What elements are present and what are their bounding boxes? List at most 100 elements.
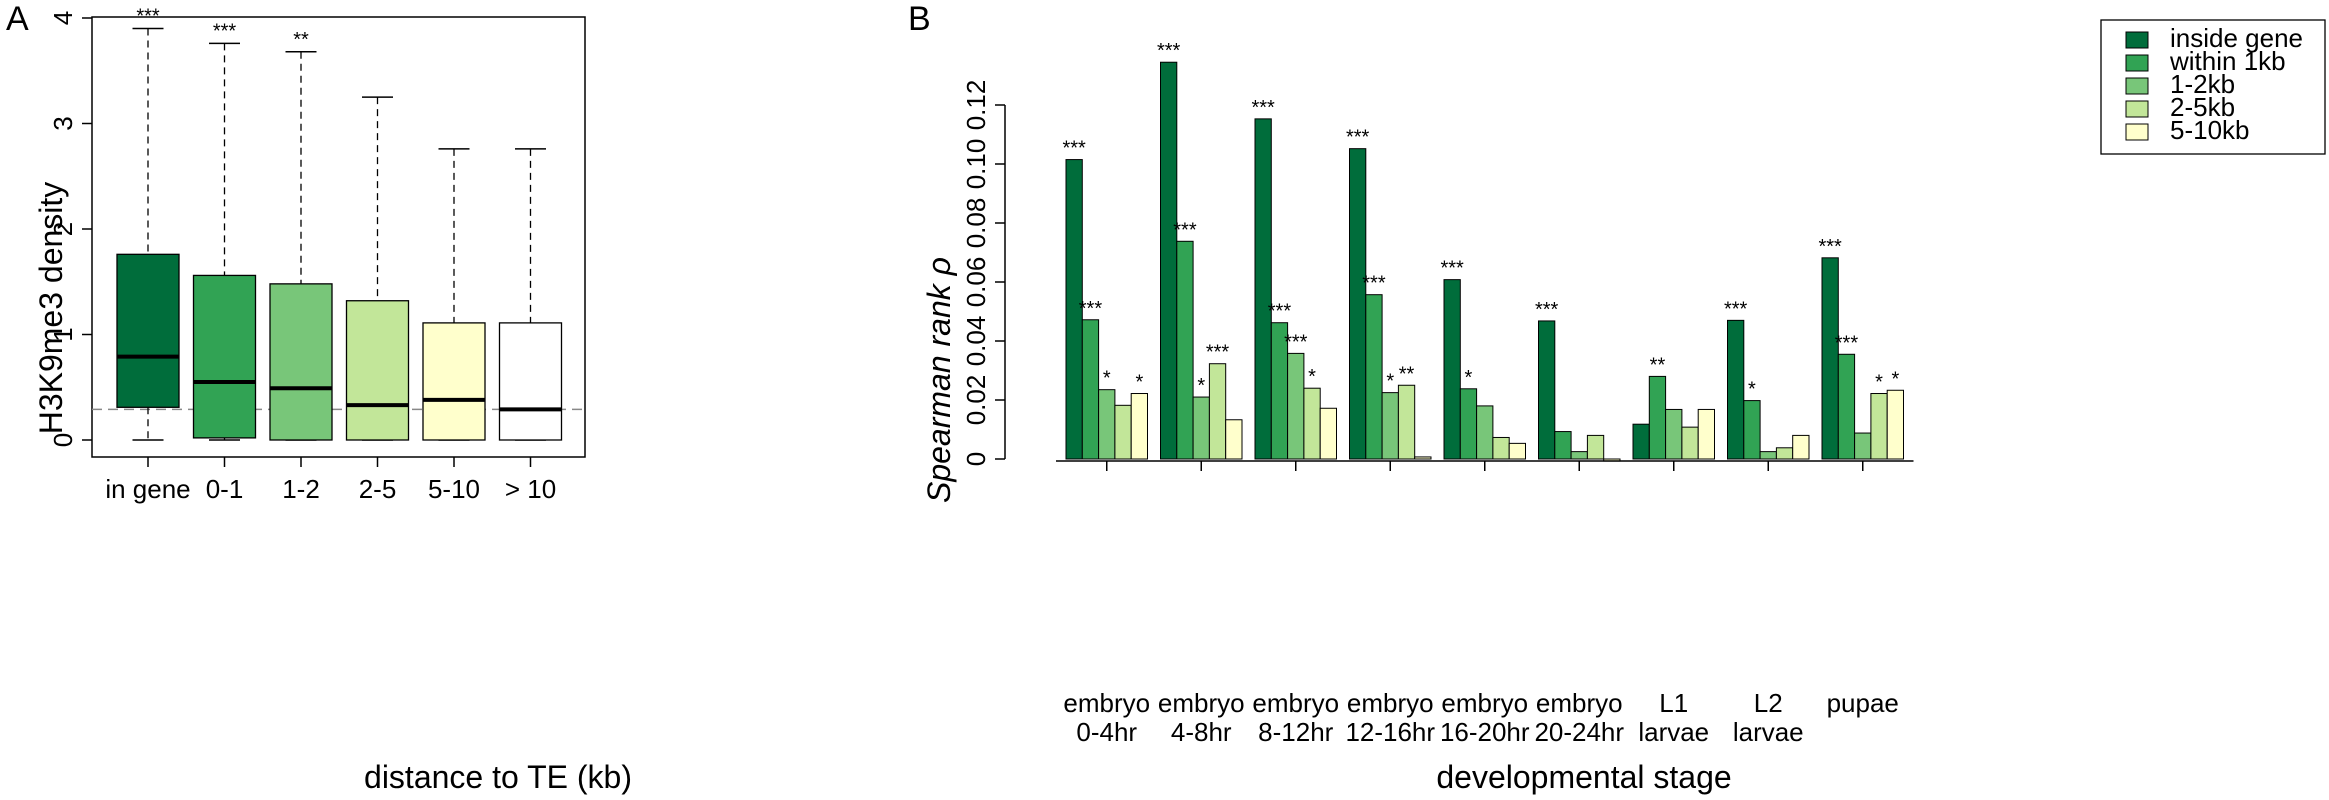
x-tick-label: in gene <box>105 474 190 504</box>
bar <box>1476 405 1494 460</box>
significance-label: * <box>1875 372 1883 394</box>
significance-label: *** <box>213 20 237 42</box>
y-tick-label: 0.10 <box>961 139 991 190</box>
significance-label: * <box>1103 368 1111 390</box>
significance-label: *** <box>1818 236 1842 258</box>
bar <box>1886 389 1904 460</box>
bar <box>1130 393 1148 460</box>
y-tick-label: 0.04 <box>961 316 991 367</box>
panel-a-ylabel: H3K9me3 density <box>33 182 69 435</box>
bar <box>1854 432 1872 460</box>
significance-label: *** <box>1062 138 1086 160</box>
x-tick-label: embryo <box>1158 688 1245 718</box>
x-tick-label: 8-12hr <box>1258 717 1333 747</box>
bar <box>1821 257 1839 460</box>
y-tick-label: 0.02 <box>961 375 991 426</box>
bar <box>1681 426 1699 460</box>
y-tick-label: 0.06 <box>961 257 991 308</box>
y-tick-label: 1 <box>48 327 78 341</box>
panel-a-xlabel: distance to TE (kb) <box>364 759 632 795</box>
bar <box>1287 352 1305 460</box>
significance-label: *** <box>1268 301 1292 323</box>
legend-swatch <box>2125 54 2149 72</box>
x-tick-label: embryo <box>1441 688 1528 718</box>
bar <box>1632 423 1650 460</box>
bar <box>1098 389 1116 460</box>
x-tick-label: embryo <box>1536 688 1623 718</box>
bar <box>1065 159 1083 460</box>
significance-label: *** <box>1440 258 1464 280</box>
significance-label: ** <box>1650 354 1666 376</box>
bar <box>1225 419 1243 460</box>
panel-a-boxplot: 0 1 2 3 4 *** in gene *** 0-1 ** 1-2 2-5 5-10 > 10 <box>48 6 586 504</box>
bar <box>1648 375 1667 460</box>
panel-b-label: B <box>908 0 931 38</box>
x-tick-label: > 10 <box>505 474 556 504</box>
bar <box>1554 431 1572 460</box>
significance-label: *** <box>1206 342 1230 364</box>
x-tick-label: 1-2 <box>282 474 320 504</box>
bar <box>1792 434 1810 460</box>
bar <box>1459 388 1478 460</box>
significance-label: *** <box>1346 127 1370 149</box>
x-tick-label: L2 <box>1754 688 1783 718</box>
bar <box>1303 387 1321 460</box>
significance-label: * <box>1197 375 1205 397</box>
bar <box>1160 61 1178 460</box>
box <box>192 274 257 439</box>
bar <box>1365 294 1383 460</box>
legend-swatch <box>2125 100 2149 118</box>
significance-label: *** <box>136 6 160 28</box>
significance-label: *** <box>1157 40 1181 62</box>
y-tick-label: 2 <box>48 222 78 236</box>
significance-label: * <box>1748 379 1756 401</box>
significance-label: *** <box>1724 298 1748 320</box>
bar <box>1492 436 1510 460</box>
bar <box>1381 392 1399 460</box>
bar <box>1586 434 1605 460</box>
legend-entry: within 1kb <box>2169 46 2286 76</box>
significance-label: * <box>1891 368 1899 390</box>
box <box>269 283 333 441</box>
box <box>498 322 563 441</box>
legend-entry: 1-2kb <box>2170 69 2235 99</box>
legend-entry: inside gene <box>2170 23 2303 53</box>
legend-swatch <box>2125 77 2149 95</box>
panel-b-ylabel: Spearman rank ρ <box>921 257 957 503</box>
bar <box>1775 447 1794 460</box>
box <box>345 300 410 441</box>
bar <box>1743 400 1761 460</box>
bar <box>1319 407 1337 460</box>
x-tick-label: 2-5 <box>359 474 397 504</box>
bar <box>1081 319 1100 460</box>
x-tick-label: 20-24hr <box>1534 717 1624 747</box>
bar <box>1349 148 1367 460</box>
bar <box>1837 353 1856 460</box>
bar <box>1397 384 1416 460</box>
significance-label: *** <box>1835 332 1859 354</box>
bar <box>1727 319 1745 460</box>
x-tick-label: pupae <box>1827 688 1899 718</box>
y-tick-label: 0.12 <box>961 80 991 131</box>
bar <box>1759 451 1777 460</box>
bar <box>1665 408 1683 460</box>
significance-label: *** <box>1284 331 1308 353</box>
y-tick-label: 0 <box>961 452 991 466</box>
x-tick-label: larvae <box>1638 717 1709 747</box>
bar <box>1443 279 1461 460</box>
significance-label: *** <box>1535 299 1559 321</box>
y-tick-label: 0 <box>48 433 78 447</box>
bar <box>1538 320 1556 460</box>
significance-label: * <box>1308 366 1316 388</box>
legend-entry: 2-5kb <box>2170 92 2235 122</box>
x-tick-label: embryo <box>1252 688 1339 718</box>
significance-label: *** <box>1173 219 1197 241</box>
x-tick-label: 0-4hr <box>1076 717 1137 747</box>
significance-label: * <box>1135 372 1143 394</box>
significance-label: * <box>1465 367 1473 389</box>
legend-swatch <box>2125 123 2149 141</box>
x-tick-label: embryo <box>1347 688 1434 718</box>
bar <box>1254 118 1272 460</box>
bar <box>1414 456 1432 460</box>
